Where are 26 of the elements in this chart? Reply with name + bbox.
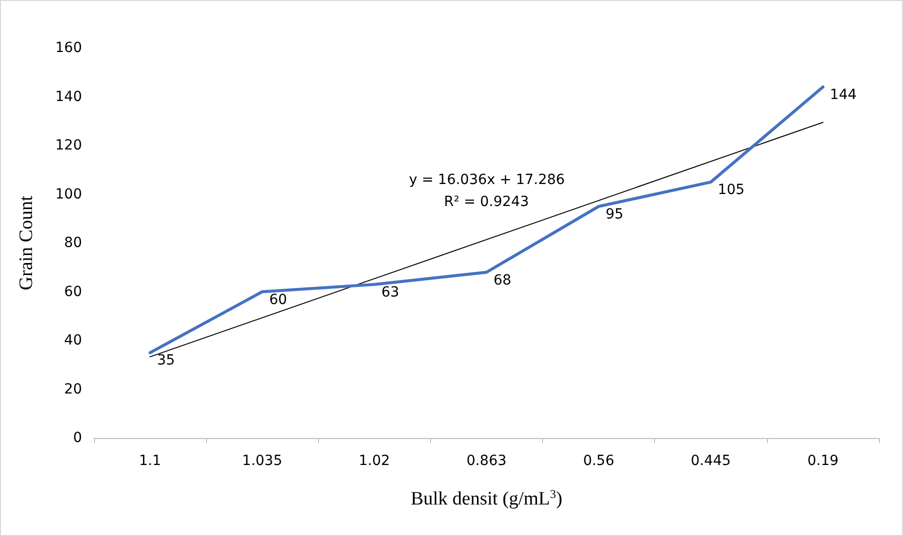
data-label: 68 bbox=[494, 272, 512, 288]
y-tick-label: 120 bbox=[55, 138, 82, 154]
x-tick-label: 1.035 bbox=[242, 453, 282, 469]
x-tick-label: 0.863 bbox=[466, 453, 507, 469]
data-label: 60 bbox=[269, 292, 288, 308]
y-tick-label: 60 bbox=[64, 284, 82, 300]
y-tick-label: 100 bbox=[55, 186, 82, 202]
y-tick-label: 20 bbox=[64, 381, 82, 398]
annotation: y = 16.036x + 17.286 bbox=[409, 172, 565, 188]
data-label: 144 bbox=[830, 87, 857, 103]
data-label: 105 bbox=[718, 182, 745, 198]
x-tick-label: 0.445 bbox=[690, 453, 731, 469]
x-tick-label: 1.1 bbox=[138, 453, 162, 469]
data-label: 63 bbox=[381, 284, 400, 300]
y-tick-label: 80 bbox=[64, 235, 82, 251]
x-tick-label: 0.19 bbox=[807, 453, 839, 469]
data-label: 35 bbox=[157, 352, 175, 369]
data-label: 95 bbox=[606, 206, 624, 222]
y-axis-title: Grain Count bbox=[16, 195, 37, 290]
y-tick-label: 160 bbox=[55, 40, 82, 56]
y-tick-label: 40 bbox=[64, 332, 82, 348]
annotation: R² = 0.9243 bbox=[444, 194, 529, 210]
y-tick-label: 0 bbox=[73, 430, 82, 446]
y-tick-label: 140 bbox=[55, 88, 82, 105]
x-tick-label: 1.02 bbox=[358, 453, 390, 469]
x-tick-label: 0.56 bbox=[583, 453, 614, 469]
